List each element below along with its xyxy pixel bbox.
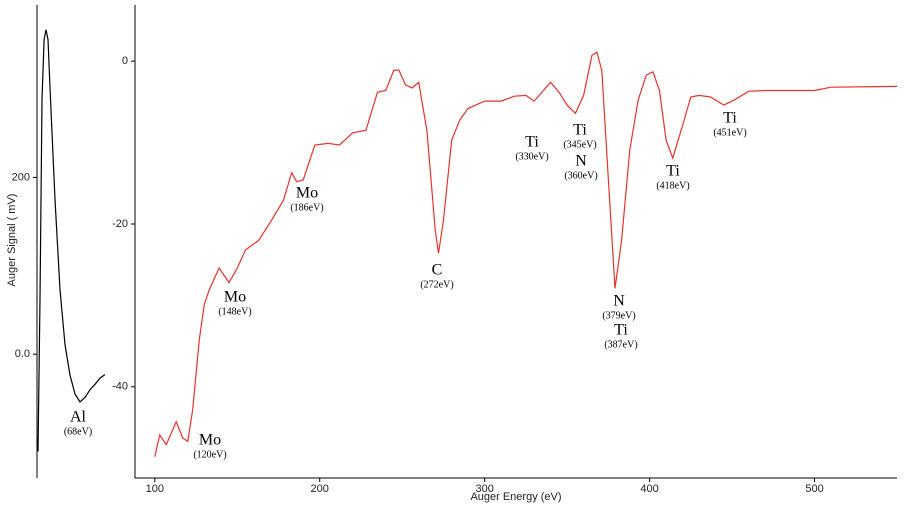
y-axis-label: Auger Signal ( mV) bbox=[6, 194, 18, 287]
peak-energy: (451eV) bbox=[713, 127, 746, 138]
y-tick-label: 200 bbox=[12, 171, 30, 183]
peak-energy: (330eV) bbox=[515, 151, 548, 162]
spectrum-line bbox=[154, 51, 898, 457]
peak-element: Mo bbox=[199, 432, 221, 449]
peak-element: C bbox=[432, 262, 443, 279]
peak-energy: (272eV) bbox=[420, 279, 453, 290]
y-tick-label: 0.0 bbox=[15, 348, 30, 360]
peak-energy: (120eV) bbox=[193, 449, 226, 460]
y-tick-label: 0 bbox=[122, 55, 128, 67]
peak-energy: (379eV) bbox=[602, 310, 635, 321]
peak-element: Mo bbox=[224, 289, 246, 306]
peak-energy: (387eV) bbox=[604, 339, 637, 350]
peak-element: Ti bbox=[614, 322, 628, 339]
x-tick-label: 500 bbox=[805, 483, 823, 495]
peak-element: Al bbox=[70, 409, 87, 426]
peak-energy: (148eV) bbox=[218, 306, 251, 317]
x-tick-label: 300 bbox=[475, 483, 493, 495]
spectrum-line bbox=[37, 29, 106, 452]
peak-element: Ti bbox=[525, 134, 539, 151]
peak-element: N bbox=[613, 293, 625, 310]
peak-element: Ti bbox=[666, 163, 680, 180]
peak-element: N bbox=[575, 153, 587, 170]
x-axis-label: Auger Energy (eV) bbox=[470, 491, 561, 503]
peak-energy: (68eV) bbox=[64, 426, 92, 437]
peak-energy: (345eV) bbox=[563, 139, 596, 150]
x-tick-label: 400 bbox=[640, 483, 658, 495]
y-tick-label: -40 bbox=[112, 381, 128, 393]
peak-energy: (360eV) bbox=[564, 170, 597, 181]
x-tick-label: 200 bbox=[311, 483, 329, 495]
peak-energy: (186eV) bbox=[290, 202, 323, 213]
peak-element: Mo bbox=[296, 185, 318, 202]
peak-element: Ti bbox=[573, 122, 587, 139]
y-tick-label: -20 bbox=[112, 218, 128, 230]
peak-energy: (418eV) bbox=[656, 180, 689, 191]
peak-element: Ti bbox=[723, 110, 737, 127]
x-tick-label: 100 bbox=[146, 483, 164, 495]
